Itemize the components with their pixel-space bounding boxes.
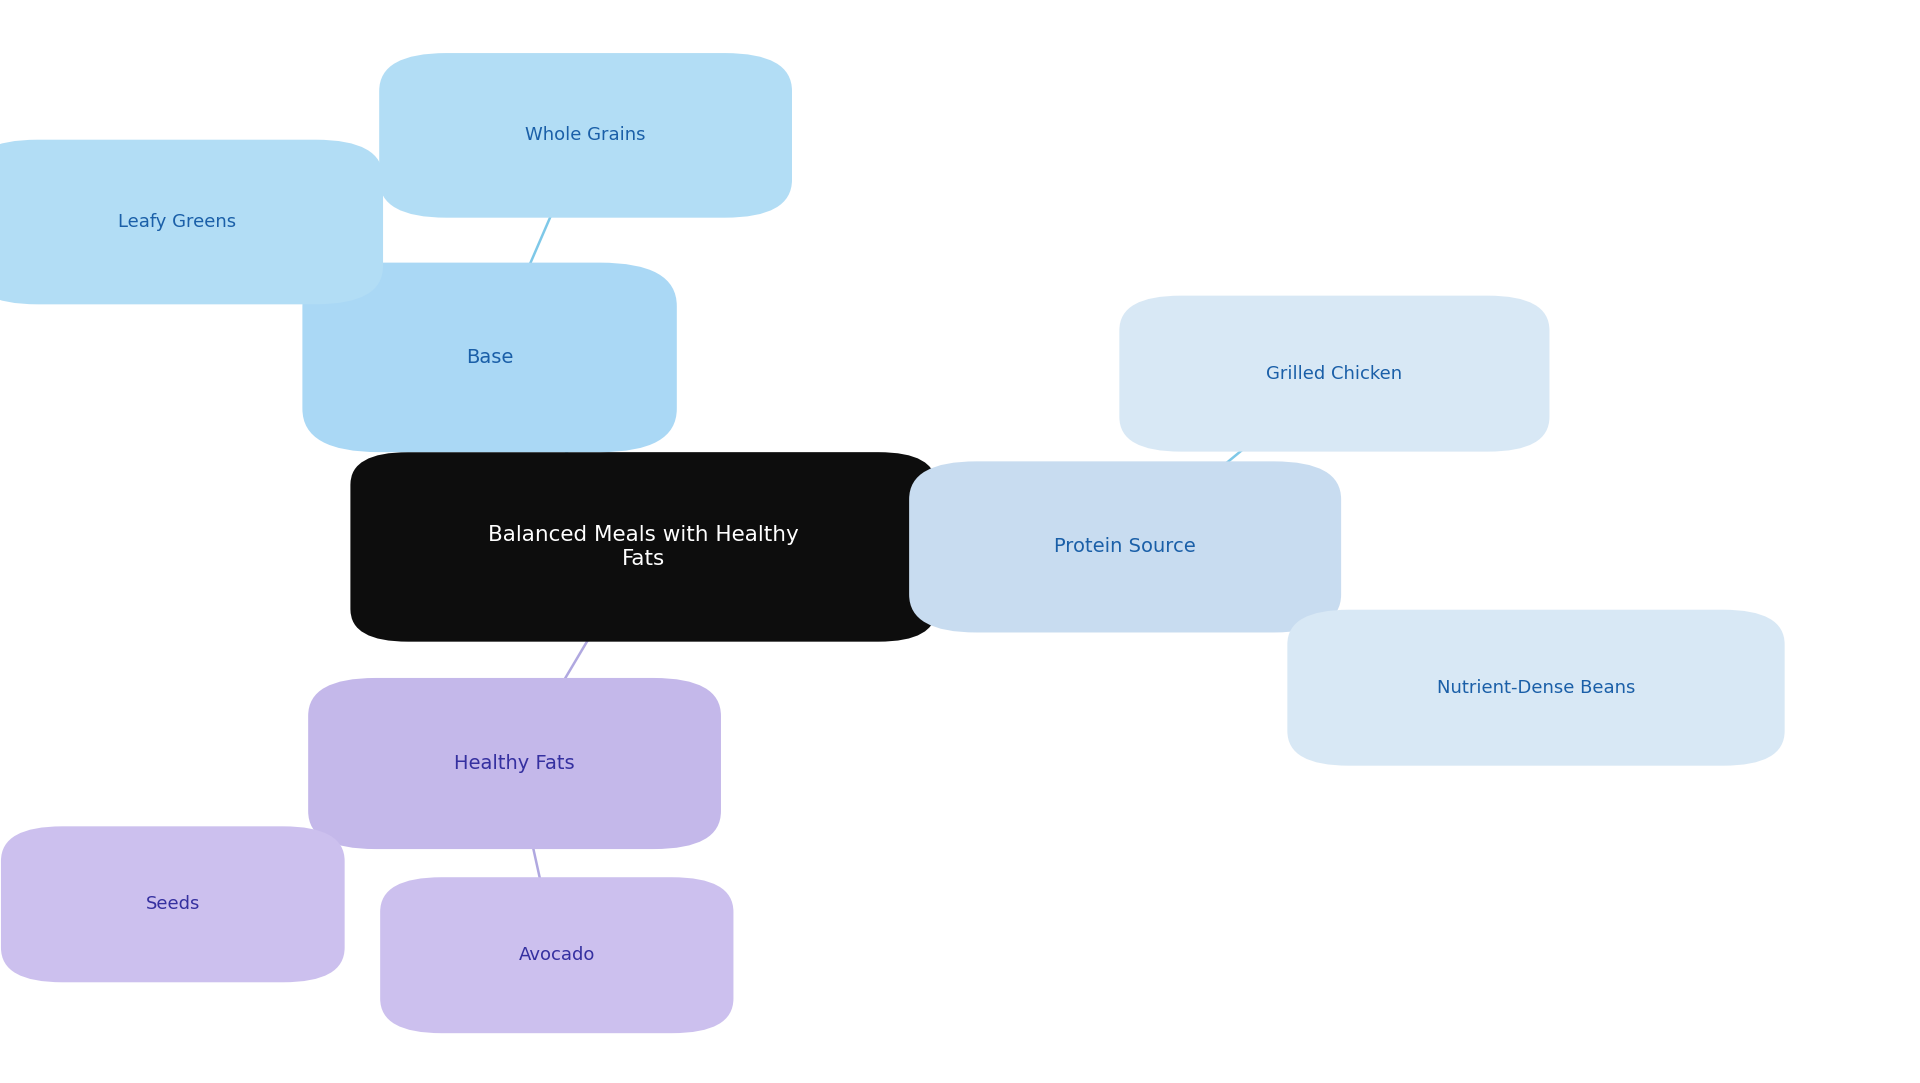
FancyBboxPatch shape (0, 826, 346, 982)
Text: Nutrient-Dense Beans: Nutrient-Dense Beans (1436, 679, 1636, 696)
FancyBboxPatch shape (1119, 296, 1549, 452)
FancyBboxPatch shape (351, 453, 937, 641)
Text: Seeds: Seeds (146, 896, 200, 913)
FancyBboxPatch shape (1286, 610, 1784, 766)
Text: Base: Base (467, 348, 513, 367)
FancyBboxPatch shape (307, 678, 722, 849)
Text: Healthy Fats: Healthy Fats (455, 754, 574, 773)
Text: Whole Grains: Whole Grains (526, 127, 645, 144)
FancyBboxPatch shape (301, 262, 678, 453)
FancyBboxPatch shape (378, 53, 791, 218)
Text: Avocado: Avocado (518, 947, 595, 964)
FancyBboxPatch shape (908, 461, 1340, 632)
FancyBboxPatch shape (0, 140, 384, 304)
Text: Balanced Meals with Healthy
Fats: Balanced Meals with Healthy Fats (488, 525, 799, 569)
FancyBboxPatch shape (380, 877, 733, 1033)
Text: Grilled Chicken: Grilled Chicken (1267, 365, 1402, 382)
Text: Leafy Greens: Leafy Greens (117, 213, 236, 231)
Text: Protein Source: Protein Source (1054, 537, 1196, 557)
